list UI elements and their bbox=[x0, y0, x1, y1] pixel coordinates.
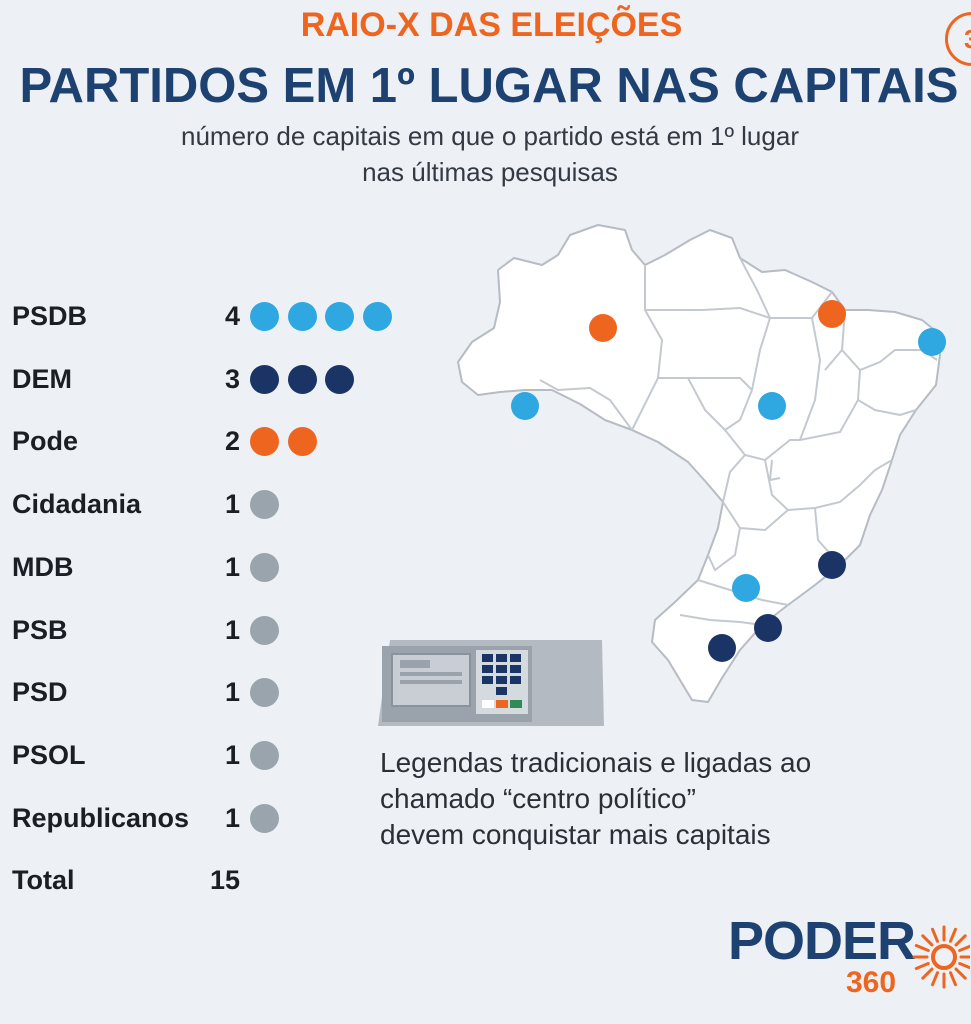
party-count: 1 bbox=[224, 551, 240, 582]
capital-marker-dem bbox=[754, 614, 782, 642]
sun-burst-icon bbox=[912, 925, 970, 989]
subtitle-line-2: nas últimas pesquisas bbox=[362, 157, 618, 187]
page-title: PARTIDOS EM 1º LUGAR NAS CAPITAIS bbox=[19, 59, 959, 113]
logo-word: PODER bbox=[728, 911, 916, 971]
party-row-psb: PSB 1 bbox=[0, 614, 420, 654]
party-row-pode: Pode 2 bbox=[0, 425, 420, 465]
subtitle: número de capitais em que o partido está… bbox=[0, 118, 971, 190]
kicker: RAIO-X DAS ELEIÇÕES bbox=[300, 6, 683, 44]
party-dot bbox=[287, 302, 317, 331]
party-name: PSB bbox=[12, 614, 68, 645]
party-count: 1 bbox=[224, 614, 240, 645]
party-count: 1 bbox=[224, 739, 240, 770]
party-name: PSD bbox=[12, 677, 68, 708]
party-dot bbox=[250, 427, 279, 457]
party-dot bbox=[287, 427, 317, 457]
party-name: Pode bbox=[12, 426, 79, 457]
party-count: 4 bbox=[224, 301, 240, 331]
capital-markers bbox=[511, 300, 946, 662]
party-row-psol: PSOL 1 bbox=[0, 739, 420, 779]
party-row-psdb: PSDB 4 bbox=[0, 300, 420, 340]
voting-machine-icon bbox=[378, 640, 604, 726]
party-dot bbox=[250, 490, 279, 520]
party-name: PSDB bbox=[12, 301, 88, 331]
capital-marker-pode bbox=[589, 314, 617, 342]
party-name: Republicanos bbox=[12, 802, 190, 833]
total-value: 15 bbox=[209, 865, 240, 895]
party-name: DEM bbox=[12, 363, 72, 394]
party-dot bbox=[250, 803, 279, 833]
party-dot bbox=[287, 364, 317, 394]
party-row-republicanos: Republicanos 1 bbox=[0, 802, 420, 842]
capital-marker-dem bbox=[708, 634, 736, 662]
capital-marker-dem bbox=[818, 551, 846, 579]
party-count: 1 bbox=[224, 677, 240, 708]
capital-marker-psdb bbox=[511, 392, 539, 420]
note-line-3: devem conquistar mais capitais bbox=[380, 819, 771, 850]
party-dot bbox=[250, 615, 279, 645]
brazil-map bbox=[457, 224, 946, 703]
capital-marker-psdb bbox=[918, 328, 946, 356]
party-dot bbox=[325, 364, 354, 394]
total-label: Total bbox=[12, 865, 75, 895]
party-name: Cidadania bbox=[12, 489, 142, 520]
state-borders bbox=[539, 257, 938, 626]
party-dot bbox=[325, 302, 354, 331]
capital-marker-psdb bbox=[758, 392, 786, 420]
capital-marker-pode bbox=[818, 300, 846, 328]
note-text: Legendas tradicionais e ligadas ao chama… bbox=[380, 745, 811, 853]
party-count: 1 bbox=[224, 802, 240, 833]
note-line-2: chamado “centro político” bbox=[380, 783, 696, 814]
party-row-psd: PSD 1 bbox=[0, 676, 420, 716]
party-dot bbox=[250, 678, 279, 708]
logo-number: 360 bbox=[846, 966, 897, 999]
party-name: PSOL bbox=[12, 739, 86, 770]
note-line-1: Legendas tradicionais e ligadas ao bbox=[380, 747, 812, 778]
party-dot bbox=[250, 302, 279, 331]
capital-marker-psdb bbox=[732, 574, 760, 602]
party-dot bbox=[250, 364, 279, 394]
party-row-mdb: MDB 1 bbox=[0, 551, 420, 591]
map-outline bbox=[457, 224, 941, 703]
party-dot bbox=[362, 302, 392, 331]
party-name: MDB bbox=[12, 551, 74, 582]
party-row-dem: DEM 3 bbox=[0, 363, 420, 403]
party-dot bbox=[250, 740, 279, 770]
party-row-cidadania: Cidadania 1 bbox=[0, 488, 420, 528]
party-count: 2 bbox=[224, 426, 240, 457]
subtitle-line-1: número de capitais em que o partido está… bbox=[181, 121, 799, 151]
party-dot bbox=[250, 552, 279, 582]
party-count: 3 bbox=[224, 363, 240, 394]
party-count: 1 bbox=[224, 489, 240, 520]
